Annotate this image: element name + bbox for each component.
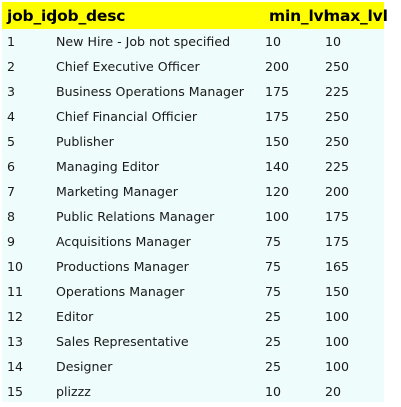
- min-lvl-cell[interactable]: 75: [265, 259, 282, 274]
- min-lvl-cell[interactable]: 150: [265, 134, 290, 149]
- min-lvl-cell[interactable]: 175: [265, 84, 290, 99]
- job-desc-cell[interactable]: Sales Representative: [56, 334, 189, 349]
- job-desc-cell[interactable]: Designer: [56, 359, 113, 374]
- job-desc-cell[interactable]: Publisher: [56, 134, 114, 149]
- min-lvl-cell[interactable]: 140: [265, 159, 290, 174]
- job-desc-cell[interactable]: Managing Editor: [56, 159, 160, 174]
- job-id-cell[interactable]: 3: [7, 84, 16, 99]
- min-lvl-cell[interactable]: 120: [265, 184, 290, 199]
- column-header-job-desc[interactable]: job_desc: [52, 6, 126, 25]
- job-desc-cell[interactable]: Operations Manager: [56, 284, 185, 299]
- job-desc-cell[interactable]: Acquisitions Manager: [56, 234, 191, 249]
- column-header-min-lvl[interactable]: min_lvl: [269, 6, 329, 25]
- job-desc-cell[interactable]: Chief Executive Officer: [56, 59, 200, 74]
- job-desc-cell[interactable]: Business Operations Manager: [56, 84, 244, 99]
- job-desc-cell[interactable]: Productions Manager: [56, 259, 189, 274]
- column-header-job-id[interactable]: job_id: [7, 6, 58, 25]
- max-lvl-cell[interactable]: 100: [325, 309, 350, 324]
- table-row[interactable]: 1 New Hire - Job not specified 10 10: [2, 29, 384, 54]
- job-desc-cell[interactable]: Public Relations Manager: [56, 209, 215, 224]
- table-row[interactable]: 9 Acquisitions Manager 75 175: [2, 229, 384, 254]
- job-id-cell[interactable]: 5: [7, 134, 16, 149]
- max-lvl-cell[interactable]: 10: [325, 34, 342, 49]
- job-id-cell[interactable]: 2: [7, 59, 16, 74]
- results-grid: job_id job_desc min_lvl max_lvl 1 New Hir…: [2, 2, 388, 404]
- job-id-cell[interactable]: 13: [7, 334, 24, 349]
- min-lvl-cell[interactable]: 10: [265, 34, 282, 49]
- column-header-max-lvl[interactable]: max_lvl: [324, 6, 388, 25]
- max-lvl-cell[interactable]: 175: [325, 234, 350, 249]
- job-id-cell[interactable]: 8: [7, 209, 16, 224]
- job-desc-cell[interactable]: Chief Financial Officier: [56, 109, 198, 124]
- job-id-cell[interactable]: 10: [7, 259, 24, 274]
- max-lvl-cell[interactable]: 250: [325, 59, 350, 74]
- min-lvl-cell[interactable]: 25: [265, 359, 282, 374]
- min-lvl-cell[interactable]: 200: [265, 59, 290, 74]
- table-row[interactable]: 12 Editor 25 100: [2, 304, 384, 329]
- job-desc-cell[interactable]: plizzz: [56, 384, 91, 399]
- job-id-cell[interactable]: 12: [7, 309, 24, 324]
- job-desc-cell[interactable]: Marketing Manager: [56, 184, 178, 199]
- min-lvl-cell[interactable]: 10: [265, 384, 282, 399]
- table-row[interactable]: 6 Managing Editor 140 225: [2, 154, 384, 179]
- max-lvl-cell[interactable]: 100: [325, 359, 350, 374]
- table-body: 1 New Hire - Job not specified 10 10 2 Chief …: [2, 29, 384, 404]
- max-lvl-cell[interactable]: 20: [325, 384, 342, 399]
- job-desc-cell[interactable]: New Hire - Job not specified: [56, 34, 231, 49]
- table-row[interactable]: 5 Publisher 150 250: [2, 129, 384, 154]
- table-row[interactable]: 15 plizzz 10 20: [2, 379, 384, 404]
- min-lvl-cell[interactable]: 175: [265, 109, 290, 124]
- table-row[interactable]: 8 Public Relations Manager 100 175: [2, 204, 384, 229]
- max-lvl-cell[interactable]: 225: [325, 159, 350, 174]
- table-row[interactable]: 4 Chief Financial Officier 175 250: [2, 104, 384, 129]
- max-lvl-cell[interactable]: 225: [325, 84, 350, 99]
- max-lvl-cell[interactable]: 175: [325, 209, 350, 224]
- max-lvl-cell[interactable]: 150: [325, 284, 350, 299]
- job-id-cell[interactable]: 15: [7, 384, 24, 399]
- job-id-cell[interactable]: 6: [7, 159, 16, 174]
- job-id-cell[interactable]: 11: [7, 284, 24, 299]
- table-row[interactable]: 2 Chief Executive Officer 200 250: [2, 54, 384, 79]
- job-id-cell[interactable]: 7: [7, 184, 16, 199]
- min-lvl-cell[interactable]: 75: [265, 234, 282, 249]
- max-lvl-cell[interactable]: 165: [325, 259, 350, 274]
- min-lvl-cell[interactable]: 100: [265, 209, 290, 224]
- min-lvl-cell[interactable]: 25: [265, 309, 282, 324]
- max-lvl-cell[interactable]: 200: [325, 184, 350, 199]
- table-row[interactable]: 14 Designer 25 100: [2, 354, 384, 379]
- job-desc-cell[interactable]: Editor: [56, 309, 94, 324]
- min-lvl-cell[interactable]: 25: [265, 334, 282, 349]
- job-id-cell[interactable]: 14: [7, 359, 24, 374]
- max-lvl-cell[interactable]: 250: [325, 134, 350, 149]
- min-lvl-cell[interactable]: 75: [265, 284, 282, 299]
- table-row[interactable]: 3 Business Operations Manager 175 225: [2, 79, 384, 104]
- table-row[interactable]: 7 Marketing Manager 120 200: [2, 179, 384, 204]
- job-id-cell[interactable]: 4: [7, 109, 16, 124]
- max-lvl-cell[interactable]: 250: [325, 109, 350, 124]
- max-lvl-cell[interactable]: 100: [325, 334, 350, 349]
- table-row[interactable]: 11 Operations Manager 75 150: [2, 279, 384, 304]
- jobs-table: job_id job_desc min_lvl max_lvl 1 New Hir…: [2, 2, 388, 404]
- header-row: job_id job_desc min_lvl max_lvl: [2, 2, 388, 29]
- job-id-cell[interactable]: 1: [7, 34, 16, 49]
- table-row[interactable]: 10 Productions Manager 75 165: [2, 254, 384, 279]
- table-row[interactable]: 13 Sales Representative 25 100: [2, 329, 384, 354]
- job-id-cell[interactable]: 9: [7, 234, 16, 249]
